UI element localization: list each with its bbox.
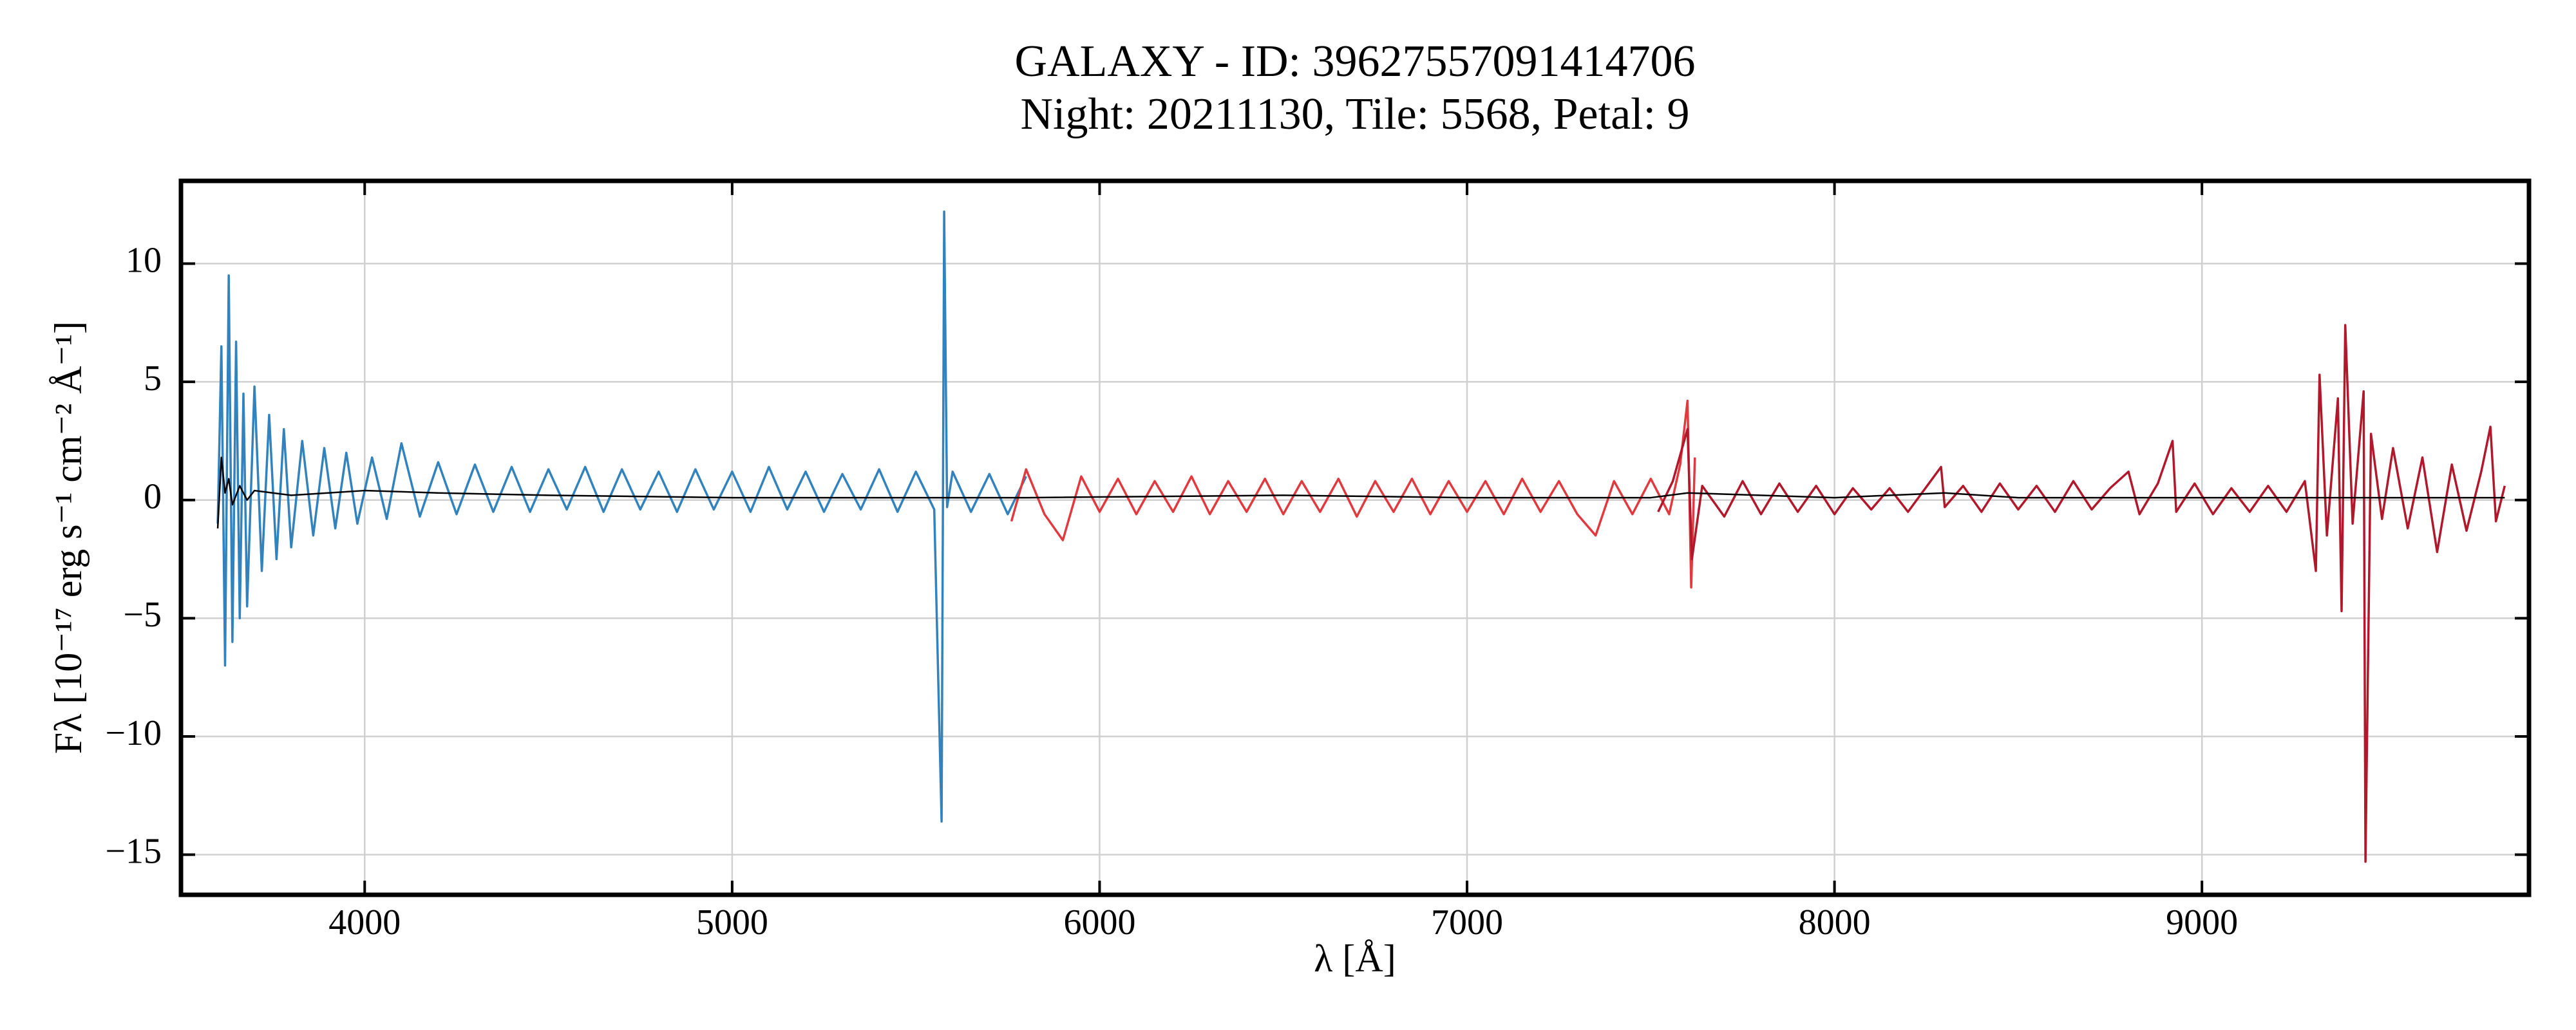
y-tick-label: −15 — [105, 831, 162, 871]
y-tick-label: 5 — [144, 359, 162, 398]
x-tick-label: 6000 — [1063, 903, 1135, 942]
spectrum-line — [1010, 399, 1696, 589]
y-axis-label: Fλ [10⁻¹⁷ erg s⁻¹ cm⁻² Å⁻¹] — [47, 321, 90, 754]
y-tick-label: 0 — [144, 477, 162, 517]
y-tick-label: −10 — [105, 713, 162, 753]
x-tick-label: 5000 — [696, 903, 768, 942]
chart-title: GALAXY - ID: 39627557091414706 — [1014, 37, 1695, 86]
axes: 4000 5000 6000 7000 8000 9000 −15 −10 −5 0 5 10 — [105, 178, 2532, 942]
x-tick-label: 4000 — [328, 903, 401, 942]
x-tick-label: 8000 — [1799, 903, 1871, 942]
plot-frame — [178, 178, 2532, 897]
spectrum-line — [1657, 324, 2506, 863]
plot-area — [216, 210, 2506, 863]
spectrum-line — [216, 210, 1027, 823]
chart-subtitle: Night: 20211130, Tile: 5568, Petal: 9 — [1020, 89, 1689, 139]
spectrum-line — [216, 456, 2505, 529]
x-tick-label: 9000 — [2166, 903, 2238, 942]
grid — [181, 181, 2529, 895]
x-tick-label: 7000 — [1431, 903, 1503, 942]
y-tick-label: −5 — [123, 595, 162, 635]
y-tick-label: 10 — [126, 240, 162, 280]
x-axis-label: λ [Å] — [1314, 937, 1396, 980]
